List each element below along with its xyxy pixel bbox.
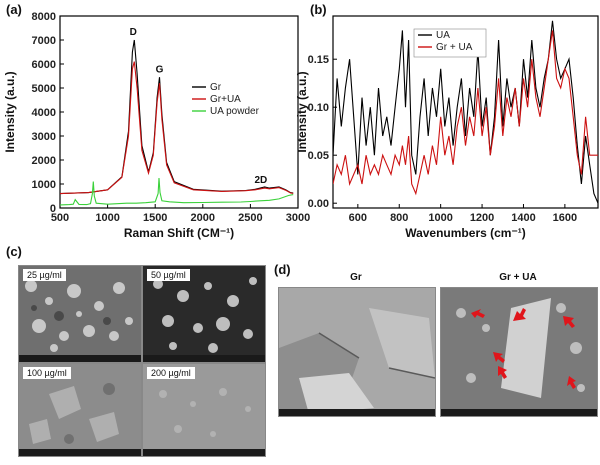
panel-label-d: (d) <box>274 262 291 277</box>
sem-image-gr-ua <box>440 287 598 417</box>
y-tick-label: 0.00 <box>308 198 329 210</box>
y-tick-label: 1000 <box>32 179 56 191</box>
sem-title-gr: Gr <box>350 272 362 283</box>
x-tick-label: 500 <box>51 212 69 224</box>
legend-box <box>413 28 487 58</box>
y-tick-label: 7000 <box>32 35 56 47</box>
sem-label: 200 µg/ml <box>147 367 195 379</box>
peak-label: 2D <box>254 175 267 186</box>
y-tick-label: 5000 <box>32 83 56 95</box>
sem-info-bar <box>441 409 597 416</box>
y-tick-label: 3000 <box>32 131 56 143</box>
sem-texture <box>19 364 141 456</box>
x-tick-label: 600 <box>349 212 367 224</box>
legend-label: UA <box>436 30 450 41</box>
y-axis-label: Intensity (a.u.) <box>3 71 17 152</box>
sem-image-200: 200 µg/ml <box>142 363 266 457</box>
plot-frame <box>332 15 599 209</box>
sem-label: 100 µg/ml <box>23 367 71 379</box>
legend-label: Gr + UA <box>436 42 473 53</box>
peak-label: D <box>130 27 137 38</box>
x-tick-label: 800 <box>390 212 408 224</box>
sem-label: 25 µg/ml <box>23 269 66 281</box>
sem-info-bar <box>279 409 435 416</box>
y-tick-label: 0.15 <box>308 54 329 66</box>
y-tick-label: 0.10 <box>308 102 329 114</box>
y-tick-label: 0 <box>50 203 56 215</box>
x-tick-label: 1500 <box>143 212 167 224</box>
panel-label-c: (c) <box>6 244 22 259</box>
x-tick-label: 2500 <box>238 212 262 224</box>
sem-image-50: 50 µg/ml <box>142 265 266 363</box>
sem-info-bar <box>143 449 265 456</box>
panel-label-a: (a) <box>6 2 22 17</box>
sem-texture <box>441 288 597 416</box>
x-tick-label: 3000 <box>286 212 310 224</box>
legend-label: UA powder <box>210 106 260 117</box>
x-tick-label: 2000 <box>191 212 215 224</box>
y-tick-label: 6000 <box>32 59 56 71</box>
x-axis-label: Raman Shift (CM⁻¹) <box>124 226 234 240</box>
x-tick-label: 1200 <box>470 212 494 224</box>
legend-label: Gr+UA <box>210 94 241 105</box>
sem-title-gr-ua: Gr + UA <box>499 272 537 283</box>
y-tick-label: 2000 <box>32 155 56 167</box>
legend-label: Gr <box>210 82 222 93</box>
sem-texture <box>143 364 265 456</box>
x-tick-label: 1000 <box>95 212 119 224</box>
y-tick-label: 4000 <box>32 107 56 119</box>
series-line-ua-powder <box>60 177 294 206</box>
y-tick-label: 8000 <box>32 11 56 23</box>
sem-label: 50 µg/ml <box>147 269 190 281</box>
arrow-icons <box>471 308 576 389</box>
sem-texture <box>279 288 435 416</box>
series-line-gr-ua <box>333 30 598 196</box>
panel-label-b: (b) <box>310 2 327 17</box>
y-tick-label: 0.05 <box>308 150 329 162</box>
x-axis-label: Wavenumbers (cm⁻¹) <box>405 226 526 240</box>
x-tick-label: 1600 <box>553 212 577 224</box>
sem-info-bar <box>143 355 265 362</box>
x-tick-label: 1000 <box>428 212 452 224</box>
y-axis-label: Intensity (a.u.) <box>295 71 309 152</box>
series-line-ua <box>333 20 598 204</box>
sem-info-bar <box>19 355 141 362</box>
sem-image-gr <box>278 287 436 417</box>
sem-image-100: 100 µg/ml <box>18 363 142 457</box>
series-line-gr-ua <box>60 61 294 195</box>
sem-image-25: 25 µg/ml <box>18 265 142 363</box>
x-tick-label: 1400 <box>511 212 535 224</box>
sem-texture <box>19 266 141 362</box>
sem-texture <box>143 266 265 362</box>
sem-info-bar <box>19 449 141 456</box>
peak-label: G <box>156 64 164 75</box>
